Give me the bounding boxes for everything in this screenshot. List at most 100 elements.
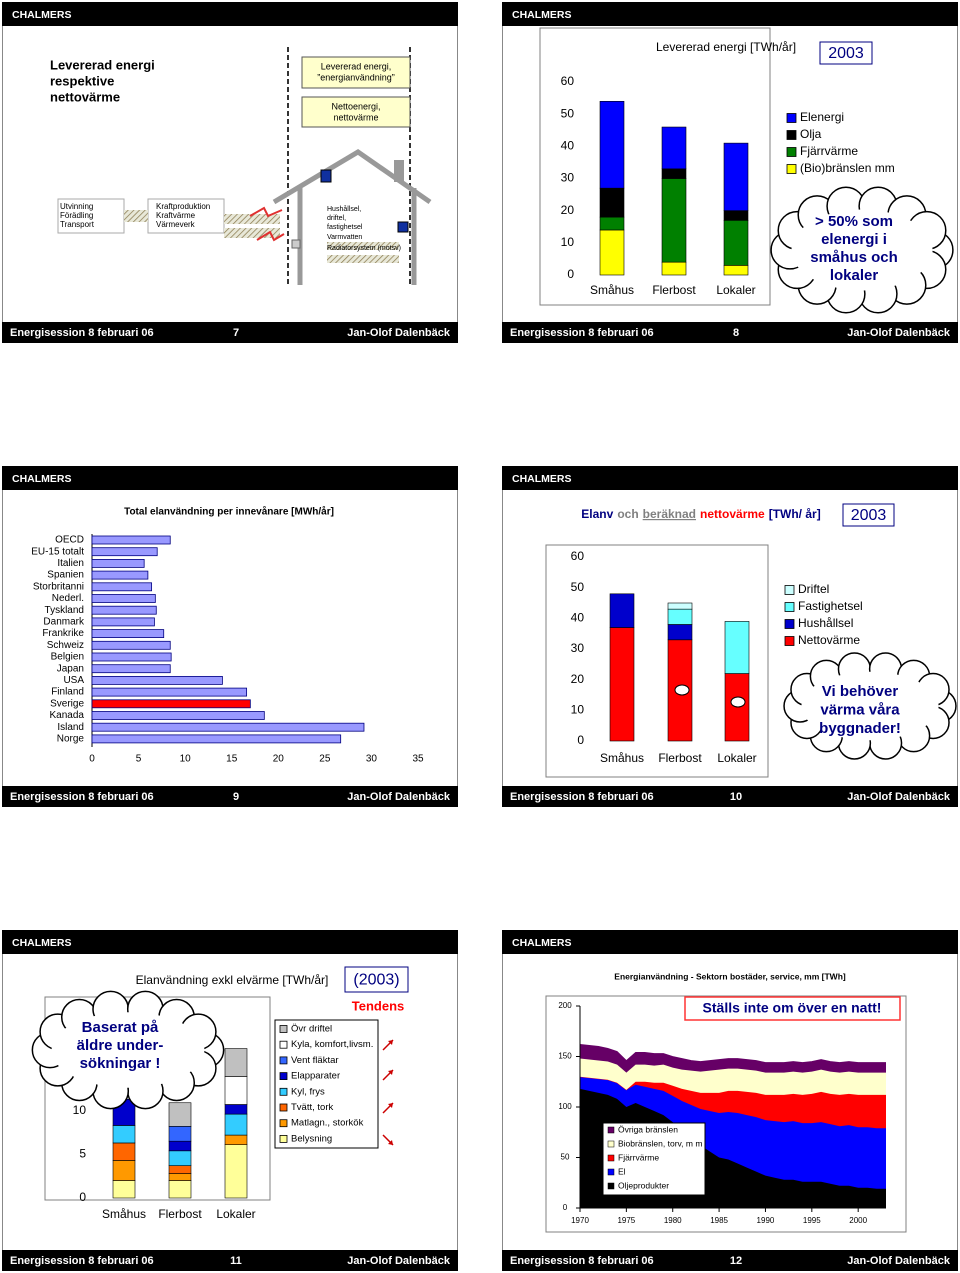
legend-label: Nettovärme	[798, 633, 860, 647]
legend-swatch	[607, 1154, 615, 1162]
y-tick-label: EU-15 totalt	[31, 546, 84, 557]
x-tick-label: 1975	[617, 1216, 635, 1225]
cloud-body	[801, 671, 939, 741]
bar-segment	[168, 1140, 192, 1152]
x-tick-label: 20	[273, 754, 285, 765]
y-tick-label: Tyskland	[45, 605, 84, 616]
footer-page: 10	[730, 791, 742, 803]
footer-page: 7	[233, 327, 239, 339]
legend-label: Fjärrvärme	[800, 144, 858, 158]
legend-swatch	[279, 1040, 288, 1049]
area-edge	[579, 1043, 886, 1063]
year-label: 2003	[828, 45, 864, 62]
legend-swatch	[279, 1072, 288, 1081]
legend-swatch	[279, 1134, 288, 1143]
power-line	[249, 206, 283, 218]
y-tick-label: 10	[561, 235, 575, 249]
legend-swatch	[279, 1087, 288, 1096]
bar-segment	[667, 624, 693, 641]
bar-segment	[224, 1134, 248, 1145]
bar-segment	[599, 101, 625, 189]
legend-label: Olja	[800, 127, 822, 141]
x-tick-label: Flerbost	[158, 1207, 202, 1221]
process-box	[147, 198, 225, 234]
note-box	[684, 996, 901, 1021]
y-tick-label: 40	[561, 139, 575, 153]
legend-swatch	[784, 585, 795, 595]
bar-segment	[224, 1144, 248, 1199]
area-edge	[579, 1088, 886, 1190]
bar-segment	[168, 1126, 192, 1142]
bar-segment	[112, 1142, 136, 1161]
bar	[91, 605, 157, 615]
legend-label: El	[618, 1166, 626, 1176]
footer-author: Jan-Olof Dalenbäck	[847, 1255, 951, 1267]
year-label: 2003	[851, 507, 887, 524]
y-tick-label: Kanada	[50, 710, 85, 721]
legend-label: Elapparater	[291, 1071, 340, 1082]
x-tick-label: Lokaler	[216, 1207, 255, 1221]
x-tick-label: 10	[180, 754, 192, 765]
house-label: Varmvatten	[327, 234, 362, 241]
chart-title: Elanv och beräknad nettovärme [TWh/ år]	[581, 507, 820, 521]
area-edge	[579, 1076, 886, 1129]
legend-label: Övriga bränslen	[618, 1124, 678, 1134]
y-tick-label: Island	[57, 722, 84, 733]
energy-arrow	[327, 255, 399, 263]
year-box	[842, 503, 895, 527]
footer-bar	[2, 1250, 458, 1271]
power-line	[256, 230, 285, 242]
legend-swatch	[607, 1140, 615, 1148]
legend-label: Hushållsel	[798, 616, 853, 630]
bar	[91, 582, 153, 592]
process-label: Transport	[60, 220, 95, 229]
year-box	[344, 966, 409, 993]
y-tick-label: Danmark	[43, 617, 85, 628]
title-part: [TWh/ år]	[769, 507, 821, 521]
energy-arrow	[327, 242, 399, 250]
logo: CHALMERS	[12, 473, 72, 485]
legend-box	[602, 1122, 706, 1196]
legend-swatch	[607, 1182, 615, 1190]
footer-author: Jan-Olof Dalenbäck	[347, 327, 451, 339]
y-tick-label: 200	[558, 1001, 572, 1010]
y-tick-label: 50	[561, 1153, 570, 1162]
chart-title: Energianvändning - Sektorn bostäder, ser…	[614, 971, 846, 981]
y-tick-label: Nederl.	[52, 593, 84, 604]
x-tick-label: 1980	[664, 1216, 682, 1225]
cloud-note: Vi behöver	[822, 683, 899, 700]
diagram-title: nettovärme	[50, 89, 120, 104]
house-label: driftel,	[327, 215, 346, 222]
x-tick-label: 1990	[757, 1216, 775, 1225]
x-tick-label: Flerbost	[652, 283, 696, 297]
x-tick-label: 30	[366, 754, 378, 765]
y-tick-label: 5	[79, 1146, 86, 1160]
header-bar	[502, 2, 958, 26]
legend-swatch	[784, 619, 795, 629]
label-box	[301, 96, 411, 128]
y-tick-label: 20	[561, 203, 575, 217]
cloud-note: värma våra	[820, 701, 900, 718]
slide: CHALMERS Energisession 8 februari 06 12 Jan…	[502, 930, 958, 1271]
bar-segment	[667, 608, 693, 625]
bar	[91, 570, 149, 580]
footer-bar	[502, 786, 958, 807]
x-tick-label: 2000	[849, 1216, 867, 1225]
bar-segment	[661, 126, 687, 170]
cloud-note: sökningar !	[80, 1055, 161, 1072]
y-tick-label: 0	[577, 733, 584, 747]
legend-label: Driftel	[798, 582, 829, 596]
cloud-note: småhus och	[810, 249, 898, 266]
y-tick-label: 60	[571, 549, 585, 563]
legend-swatch	[607, 1126, 615, 1134]
bar	[91, 617, 155, 627]
bar-segment	[599, 216, 625, 231]
footer-author: Jan-Olof Dalenbäck	[847, 327, 951, 339]
y-tick-label: Sverige	[50, 698, 84, 709]
chart-title: Elanvändning exkl elvärme [TWh/år]	[136, 973, 329, 987]
x-tick-label: Småhus	[102, 1207, 146, 1221]
marker-dot	[730, 696, 746, 708]
y-tick-label: 40	[571, 611, 585, 625]
cloud-body	[51, 1012, 205, 1088]
